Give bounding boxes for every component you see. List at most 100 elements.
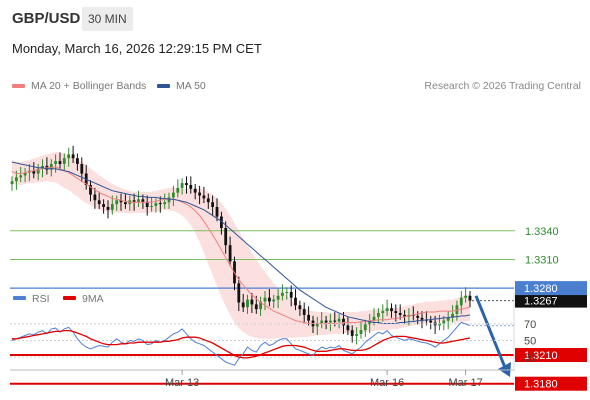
candle-body [32, 170, 36, 174]
candle-body [359, 330, 363, 334]
candle-body [259, 301, 262, 310]
candle-body [198, 192, 201, 196]
candle-body [363, 324, 367, 331]
ma50-swatch [157, 84, 170, 88]
candle-body [176, 187, 180, 193]
candle-body [250, 299, 254, 305]
candle-body [23, 172, 27, 176]
current-price-label: 1.3267 [524, 296, 558, 308]
rsi-ma-legend-label: 9MA [82, 293, 104, 305]
candle-body [372, 316, 376, 321]
candle-body [10, 181, 14, 185]
candle-body [272, 299, 276, 302]
candle-body [189, 185, 193, 189]
candle-body [385, 308, 389, 312]
candle-body [420, 317, 424, 320]
candle-body [468, 295, 472, 301]
legend-ma50: MA 50 [157, 80, 206, 92]
candle-body [180, 183, 184, 188]
candle-body [62, 158, 66, 164]
candle-body [106, 207, 110, 210]
candle-body [119, 200, 123, 203]
candle-body [19, 175, 23, 178]
candle-body [241, 302, 245, 308]
level-label-1.3340: 1.3340 [525, 226, 559, 238]
candle-body [263, 297, 267, 302]
instrument-title: GBP/USD [12, 10, 81, 27]
candle-body [49, 164, 53, 170]
candle-body [80, 164, 84, 174]
level-label-1.3210: 1.3210 [524, 350, 558, 362]
candle-body [368, 320, 372, 325]
candle-body [158, 203, 162, 205]
candle-body [451, 313, 454, 318]
candle-body [36, 168, 40, 174]
candle-body [324, 320, 328, 323]
rsi-tick-30: 30 [524, 352, 536, 364]
candle-body [442, 320, 446, 324]
candle-body [137, 199, 140, 203]
candle-body [294, 297, 297, 306]
legend-ma20: MA 20 + Bollinger Bands [12, 80, 146, 92]
rsi-tick-70: 70 [524, 319, 536, 331]
timeframe-selector[interactable]: 30 MIN [82, 7, 133, 31]
ma50-line [11, 161, 471, 324]
candle-body [54, 161, 57, 164]
candle-body [320, 320, 324, 324]
candle-body [202, 195, 206, 199]
candle-body [302, 309, 306, 315]
candle-body [398, 313, 402, 315]
candle-body [464, 295, 467, 298]
candle-body [276, 295, 280, 300]
candle-body [172, 192, 175, 198]
candle-body [211, 202, 214, 207]
ma20-swatch [12, 84, 25, 88]
candle-body [67, 154, 71, 159]
candle-body [145, 202, 149, 207]
candle-body [132, 200, 136, 203]
forecast-arrow-shaft [474, 295, 508, 371]
candle-body [346, 325, 350, 331]
candle-body [416, 315, 420, 318]
candle-body [381, 311, 385, 313]
time-tick-Mar-13: Mar 13 [165, 377, 199, 389]
candle-body [228, 245, 232, 262]
candle-body [390, 308, 393, 312]
candle-body [141, 199, 145, 203]
candle-body [403, 314, 406, 317]
time-tick-Mar-17: Mar 17 [448, 377, 482, 389]
level-label-1.3280: 1.3280 [524, 283, 558, 295]
candle-body [333, 320, 337, 322]
timestamp: Monday, March 16, 2026 12:29:15 PM CET [12, 41, 262, 56]
level-label-1.3210-bg [515, 348, 587, 362]
rsi-legend-label: RSI [32, 293, 50, 305]
candle-body [285, 292, 289, 293]
candle-body [429, 320, 433, 323]
ma50-legend-label: MA 50 [176, 80, 206, 92]
candle-body [224, 228, 228, 246]
ma20-line [11, 166, 471, 324]
candle-body [89, 185, 92, 195]
rsi-ma-swatch [63, 296, 76, 300]
candle-body [110, 204, 114, 210]
candle-body [71, 154, 75, 159]
chart-header: GBP/USD 30 MIN [0, 0, 590, 38]
rsi-tick-50: 50 [524, 336, 536, 348]
candle-body [377, 313, 380, 317]
candle-body [438, 323, 441, 326]
candle-body [150, 206, 153, 207]
current-price-label-bg [515, 293, 587, 308]
candle-body [289, 292, 293, 298]
candle-body [185, 183, 188, 185]
candle-body [298, 305, 302, 310]
ma20-legend-label: MA 20 + Bollinger Bands [31, 80, 147, 92]
time-tick-Mar-16: Mar 16 [370, 377, 404, 389]
level-label-1.3180: 1.3180 [524, 379, 558, 391]
candle-body [154, 203, 158, 206]
candle-body [446, 317, 450, 321]
candle-body [254, 304, 258, 310]
candle-body [93, 194, 97, 201]
candle-body [394, 311, 398, 313]
candle-body [337, 318, 341, 322]
